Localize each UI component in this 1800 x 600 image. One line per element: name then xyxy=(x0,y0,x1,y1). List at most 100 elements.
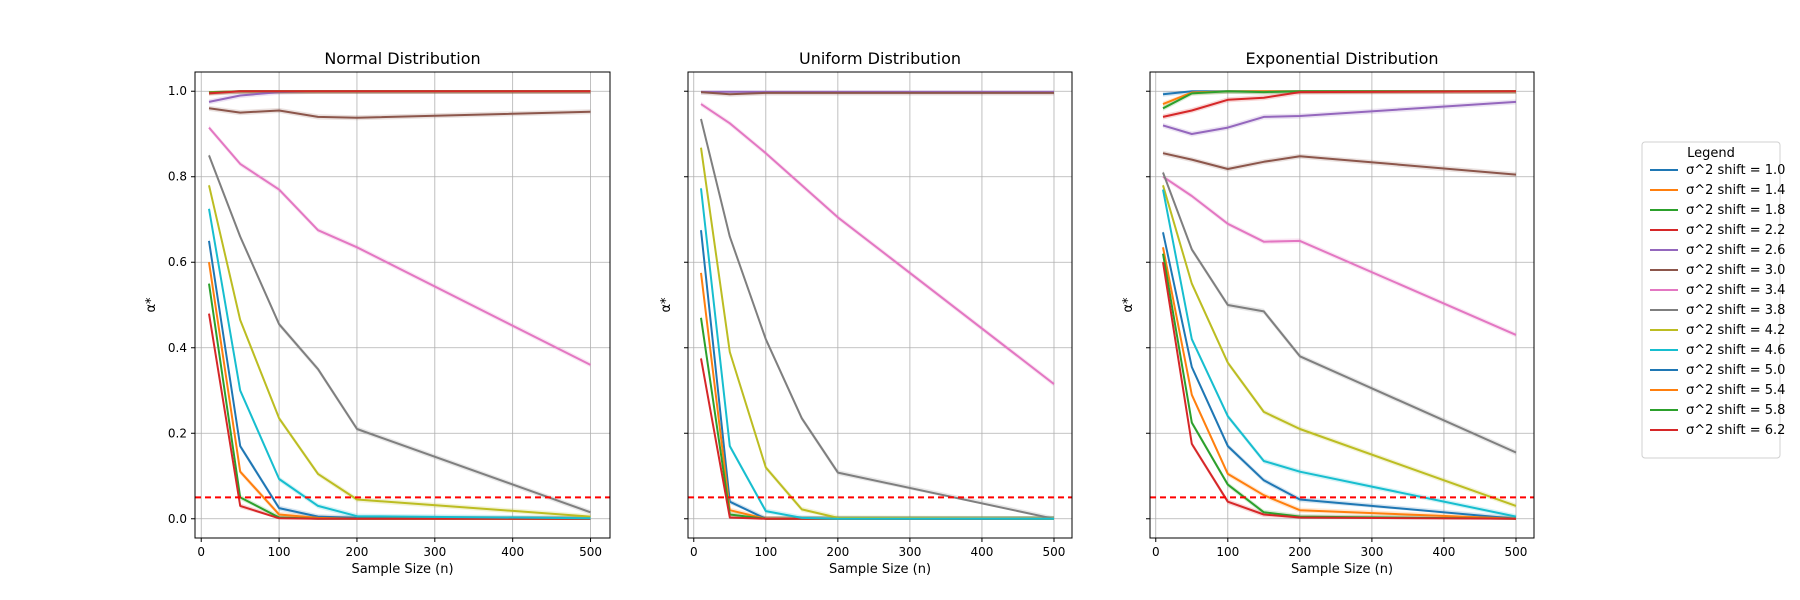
legend-label: σ^2 shift = 3.8 xyxy=(1686,303,1785,318)
x-tick-label: 400 xyxy=(501,545,524,559)
x-tick-label: 300 xyxy=(898,545,921,559)
series-band xyxy=(1163,99,1516,137)
x-tick-label: 200 xyxy=(826,545,849,559)
series-line xyxy=(1162,172,1517,454)
legend-label: σ^2 shift = 2.6 xyxy=(1686,243,1785,258)
series-band xyxy=(701,355,1054,519)
series-band xyxy=(209,259,591,519)
series-line xyxy=(700,230,1054,520)
series-line xyxy=(208,313,591,520)
x-tick-label: 0 xyxy=(1152,545,1160,559)
series-line xyxy=(208,208,591,520)
legend-entry: σ^2 shift = 5.0 xyxy=(1650,363,1785,378)
y-tick-label: 0.8 xyxy=(168,170,187,184)
x-axis-label: Sample Size (n) xyxy=(1291,562,1393,577)
legend-entry: σ^2 shift = 2.2 xyxy=(1650,223,1785,238)
series-line xyxy=(1162,152,1517,176)
series-band xyxy=(209,105,591,121)
x-tick-label: 0 xyxy=(197,545,205,559)
series-line xyxy=(1162,247,1517,520)
legend-label: σ^2 shift = 5.0 xyxy=(1686,363,1785,378)
series-line xyxy=(700,358,1054,520)
x-tick-label: 300 xyxy=(1360,545,1383,559)
series-line xyxy=(1162,262,1517,520)
panel-title: Normal Distribution xyxy=(324,49,480,68)
series-line xyxy=(1162,90,1517,118)
series-line xyxy=(1162,185,1517,507)
series-band xyxy=(209,281,591,519)
x-tick-label: 500 xyxy=(1043,545,1066,559)
legend-label: σ^2 shift = 3.4 xyxy=(1686,283,1785,298)
panel-1: 0 100 200 300 400 500 0.0 0.2 0.4 0.6 0.8 1.0 Normal… xyxy=(144,49,611,577)
x-tick-label: 500 xyxy=(579,545,602,559)
series-band xyxy=(1163,187,1516,519)
x-tick-label: 500 xyxy=(1505,545,1528,559)
y-tick-label: 0.2 xyxy=(168,426,187,440)
axes-frame xyxy=(194,71,611,539)
legend-entry: σ^2 shift = 3.4 xyxy=(1650,283,1785,298)
legend-entry: σ^2 shift = 1.8 xyxy=(1650,203,1785,218)
legend-label: σ^2 shift = 4.6 xyxy=(1686,343,1785,358)
legend-entry: σ^2 shift = 1.0 xyxy=(1650,163,1785,178)
series-line xyxy=(1162,175,1517,336)
series-band xyxy=(1163,174,1516,338)
series-line xyxy=(1162,189,1517,518)
legend: Legend σ^2 shift = 1.0σ^2 shift = 1.4σ^2… xyxy=(1641,141,1785,459)
x-tick-label: 300 xyxy=(423,545,446,559)
legend-entry: σ^2 shift = 5.8 xyxy=(1650,403,1785,418)
y-axis-label: α* xyxy=(659,297,674,313)
x-tick-label: 400 xyxy=(1432,545,1455,559)
x-axis-label: Sample Size (n) xyxy=(829,562,931,577)
series-line xyxy=(1162,232,1517,520)
x-tick-label: 100 xyxy=(754,545,777,559)
series-band xyxy=(1163,182,1516,509)
series-line xyxy=(208,107,591,119)
series-line xyxy=(208,155,591,514)
x-tick-label: 0 xyxy=(690,545,698,559)
legend-entry: σ^2 shift = 3.8 xyxy=(1650,303,1785,318)
x-tick-label: 100 xyxy=(1216,545,1239,559)
series-line xyxy=(208,240,591,520)
series-band xyxy=(209,91,591,105)
legend-entry: σ^2 shift = 4.2 xyxy=(1650,323,1785,338)
series-band xyxy=(209,182,591,519)
legend-label: σ^2 shift = 1.4 xyxy=(1686,183,1785,198)
legend-entry: σ^2 shift = 4.6 xyxy=(1650,343,1785,358)
axes-frame xyxy=(1149,71,1535,539)
series-line xyxy=(700,103,1055,385)
legend-entry: σ^2 shift = 6.2 xyxy=(1650,423,1785,438)
panel-2: 0 100 200 300 400 500 Uniform Distribution Samp… xyxy=(659,49,1073,577)
legend-label: σ^2 shift = 5.8 xyxy=(1686,403,1785,418)
series-band xyxy=(209,238,591,519)
series-line xyxy=(208,126,591,366)
series-band xyxy=(1163,150,1516,178)
legend-label: σ^2 shift = 5.4 xyxy=(1686,383,1785,398)
legend-label: σ^2 shift = 1.0 xyxy=(1686,163,1785,178)
series-line xyxy=(208,283,591,520)
legend-label: σ^2 shift = 4.2 xyxy=(1686,323,1785,338)
y-tick-label: 0.6 xyxy=(168,255,187,269)
legend-label: σ^2 shift = 2.2 xyxy=(1686,223,1785,238)
x-tick-label: 200 xyxy=(1288,545,1311,559)
axes-frame xyxy=(687,71,1073,539)
series-band xyxy=(209,206,591,519)
chart-panels: 0 100 200 300 400 500 0.0 0.2 0.4 0.6 0.8 1.0 Normal… xyxy=(144,49,1535,577)
legend-entry: σ^2 shift = 3.0 xyxy=(1650,263,1785,278)
series-line xyxy=(208,262,591,520)
y-tick-label: 1.0 xyxy=(168,84,187,98)
legend-entry: σ^2 shift = 5.4 xyxy=(1650,383,1785,398)
x-tick-label: 200 xyxy=(345,545,368,559)
series-line xyxy=(700,118,1055,520)
legend-entry: σ^2 shift = 1.4 xyxy=(1650,183,1785,198)
series-line xyxy=(208,185,591,518)
series-line xyxy=(700,188,1054,520)
series-line xyxy=(208,90,591,95)
series-line xyxy=(700,91,1054,96)
series-band xyxy=(701,227,1054,519)
legend-entry: σ^2 shift = 2.6 xyxy=(1650,243,1785,258)
series-line xyxy=(700,147,1055,520)
y-tick-label: 0.4 xyxy=(168,341,187,355)
legend-frame xyxy=(1641,141,1781,459)
legend-label: σ^2 shift = 1.8 xyxy=(1686,203,1785,218)
